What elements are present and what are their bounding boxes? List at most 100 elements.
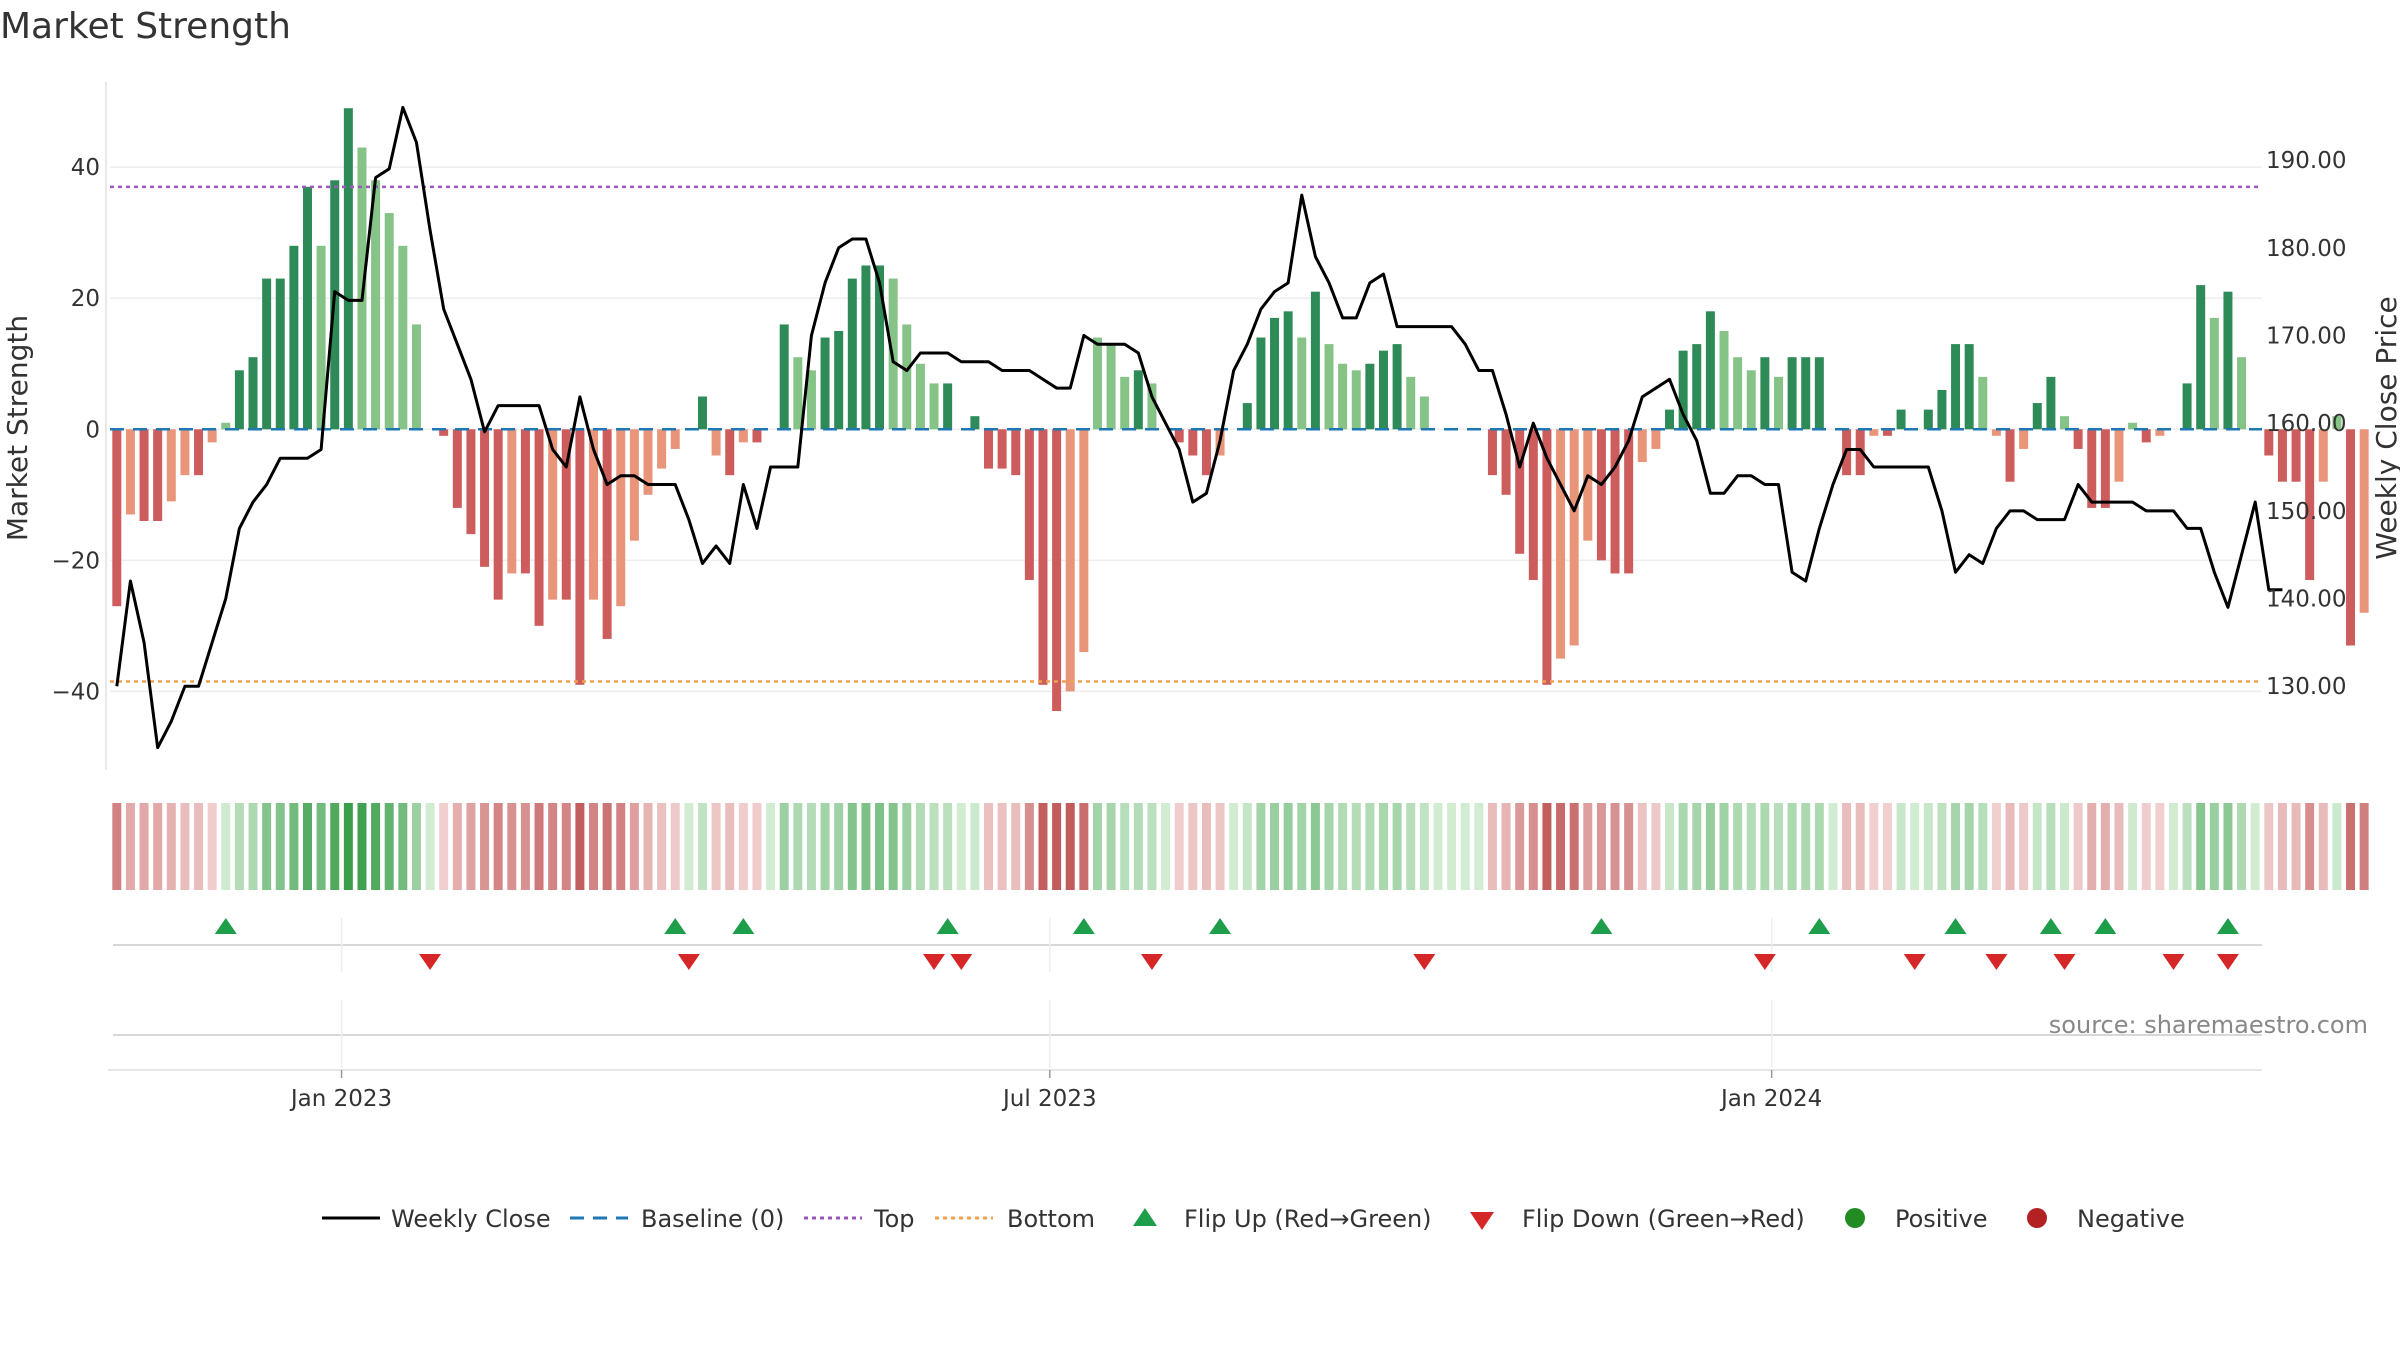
heat-cell — [493, 803, 503, 890]
strength-bar — [2155, 429, 2165, 436]
heat-cell — [1310, 803, 1320, 890]
heat-cell — [316, 803, 326, 890]
legend-flip-down-icon — [1470, 1212, 1494, 1230]
heat-cell — [793, 803, 803, 890]
heat-cell — [1937, 803, 1947, 890]
strength-bar — [452, 429, 462, 508]
strength-bar — [180, 429, 190, 476]
strength-bar — [207, 429, 217, 443]
heat-cell — [2114, 803, 2124, 890]
heat-cell — [1433, 803, 1443, 890]
right-axis-label: Weekly Close Price — [2370, 296, 2400, 559]
heat-cell — [1242, 803, 1252, 890]
heat-cell — [1501, 803, 1511, 890]
strength-bar — [221, 422, 231, 430]
heat-cell — [2318, 803, 2328, 890]
strength-bar — [520, 429, 530, 574]
strength-bar — [2359, 429, 2369, 613]
heat-cell — [1283, 803, 1293, 890]
strength-bar — [1964, 344, 1974, 430]
strength-bar — [1392, 344, 1402, 430]
x-tick-label: Jan 2023 — [289, 1086, 392, 1112]
strength-bar — [970, 416, 980, 430]
heat-cell — [2250, 803, 2260, 890]
flip-markers-panel — [108, 918, 2262, 1071]
strength-bar — [2032, 403, 2042, 430]
strength-bar — [1515, 429, 1525, 554]
strength-bar — [1542, 429, 1552, 685]
strength-bar — [1011, 429, 1021, 476]
strength-bar — [1855, 429, 1865, 476]
heat-cell — [1092, 803, 1102, 890]
heat-cell — [398, 803, 408, 890]
heat-cell — [1297, 803, 1307, 890]
heat-cell — [1515, 803, 1525, 890]
strength-bar — [507, 429, 517, 574]
flip-down-marker — [2216, 954, 2239, 970]
heat-cell — [1324, 803, 1334, 890]
heat-cell — [221, 803, 231, 890]
strength-bar — [902, 324, 912, 430]
heat-cell — [1379, 803, 1388, 890]
heat-cell — [1229, 803, 1239, 890]
legend-positive: Positive — [1895, 1205, 1988, 1233]
strength-bar — [1637, 429, 1647, 463]
flip-up-marker — [2216, 918, 2239, 934]
heat-cell — [1692, 803, 1702, 890]
strength-bar — [1678, 350, 1688, 430]
strength-bar — [1065, 429, 1075, 692]
strength-bar — [1746, 370, 1756, 430]
heat-cell — [1188, 803, 1198, 890]
heat-cell — [2005, 803, 2015, 890]
strength-bar — [1528, 429, 1538, 580]
heat-cell — [561, 803, 571, 890]
strength-bar — [657, 429, 667, 469]
strength-bar — [806, 370, 816, 430]
strength-bar — [125, 429, 135, 515]
heat-cell — [2155, 803, 2165, 890]
heat-cell — [1256, 803, 1266, 890]
heat-cell — [1011, 803, 1021, 890]
heat-cell — [1201, 803, 1211, 890]
strength-bar — [316, 245, 326, 430]
right-tick-label: 130.00 — [2266, 674, 2346, 700]
heat-cell — [1869, 803, 1879, 890]
strength-bar — [1951, 344, 1961, 430]
strength-bar — [1106, 344, 1116, 430]
right-y-ticks: 190.00 180.00 170.00 160.00 150.00 140.00 130.… — [2266, 148, 2346, 700]
heat-cell — [1610, 803, 1620, 890]
flip-up-marker — [1944, 918, 1967, 934]
strength-bar — [439, 429, 449, 436]
heat-cell — [2209, 803, 2219, 890]
strength-bar — [820, 337, 830, 430]
strength-bar — [2087, 429, 2097, 508]
heat-cell — [1174, 803, 1184, 890]
heat-cell — [1746, 803, 1756, 890]
heat-cell — [1447, 803, 1457, 890]
heat-cell — [970, 803, 980, 890]
strength-bar — [1351, 370, 1361, 430]
flip-up-marker — [2094, 918, 2117, 934]
heat-cell — [943, 803, 953, 890]
flip-down-marker — [1753, 954, 1776, 970]
legend-flip-down: Flip Down (Green→Red) — [1522, 1205, 1805, 1233]
heat-cell — [194, 803, 204, 890]
strength-bar — [139, 429, 149, 522]
strength-bar — [466, 429, 476, 535]
strength-bar — [779, 324, 789, 430]
heat-cell — [180, 803, 190, 890]
strength-bar — [384, 213, 394, 430]
heat-cell — [507, 803, 517, 890]
heat-cell — [629, 803, 639, 890]
strength-bar — [1583, 429, 1593, 541]
heat-cell — [997, 803, 1007, 890]
heat-cell — [779, 803, 789, 890]
heat-cell — [1338, 803, 1348, 890]
heat-cell — [1801, 803, 1811, 890]
heat-cell — [1814, 803, 1824, 890]
heat-cell — [875, 803, 885, 890]
heat-cell — [575, 803, 585, 890]
strength-bar — [1487, 429, 1497, 476]
strength-bar — [725, 429, 735, 476]
